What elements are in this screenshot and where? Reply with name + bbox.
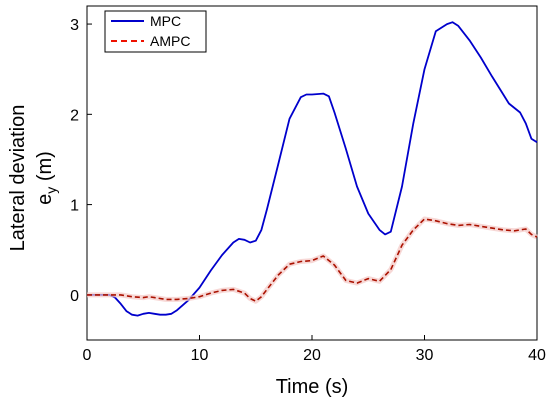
x-tick-label: 20 bbox=[303, 347, 321, 364]
mpc-series-line bbox=[87, 21, 538, 317]
x-tick-label: 0 bbox=[83, 347, 92, 364]
legend-mpc-label: MPC bbox=[150, 13, 181, 29]
y-tick-label: 3 bbox=[70, 17, 79, 34]
y-axis-symbol-subscript: y bbox=[43, 187, 59, 194]
x-tick-label: 10 bbox=[191, 347, 209, 364]
x-tick-label: 30 bbox=[416, 347, 434, 364]
y-axis-title: Lateral deviation bbox=[7, 105, 29, 252]
y-tick-label: 2 bbox=[70, 107, 79, 124]
x-tick-label: 40 bbox=[528, 347, 546, 364]
series-layer bbox=[87, 21, 539, 317]
y-tick-label: 0 bbox=[70, 288, 79, 305]
y-tick-label: 1 bbox=[70, 198, 79, 215]
plot-area bbox=[86, 5, 538, 341]
ampc-series-line bbox=[87, 218, 538, 303]
x-axis-title: Time (s) bbox=[276, 376, 349, 398]
legend-ampc-label: AMPC bbox=[150, 33, 190, 49]
legend-box bbox=[104, 10, 207, 53]
y-axis-symbol: ey (m) bbox=[34, 151, 59, 205]
legend: MPC AMPC bbox=[104, 10, 207, 53]
